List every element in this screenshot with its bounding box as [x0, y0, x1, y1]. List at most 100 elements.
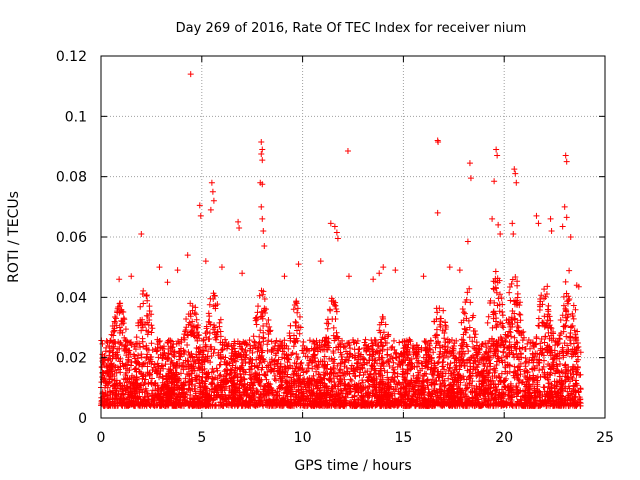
data-point	[128, 273, 135, 280]
data-point	[295, 261, 302, 268]
data-point	[253, 321, 260, 328]
data-point	[517, 311, 524, 318]
data-point	[208, 179, 215, 186]
data-point	[164, 279, 171, 286]
data-point	[524, 340, 531, 347]
data-point	[561, 323, 568, 330]
data-point	[246, 355, 253, 362]
data-point	[140, 300, 147, 307]
data-point	[161, 349, 168, 356]
data-point	[345, 357, 352, 364]
data-point	[561, 362, 568, 369]
data-point	[138, 327, 145, 334]
data-point	[260, 227, 267, 234]
data-point	[327, 220, 334, 227]
data-point	[380, 264, 387, 271]
data-point	[256, 333, 263, 340]
data-point	[174, 267, 181, 274]
data-point	[321, 353, 328, 360]
data-point	[330, 324, 337, 331]
data-point	[376, 270, 383, 277]
data-point	[543, 291, 550, 298]
data-point	[293, 327, 300, 334]
data-point	[259, 146, 266, 153]
data-point	[516, 311, 523, 318]
data-point	[271, 376, 278, 383]
data-point	[116, 276, 123, 283]
data-point	[300, 350, 307, 357]
data-point	[535, 220, 542, 227]
data-point	[260, 334, 267, 341]
data-point	[434, 209, 441, 216]
data-point	[440, 307, 447, 314]
data-point	[535, 322, 542, 329]
data-point	[256, 292, 263, 299]
data-point	[467, 175, 474, 182]
data-point	[264, 341, 271, 348]
data-point	[206, 301, 213, 308]
data-point	[293, 319, 300, 326]
data-point	[545, 329, 552, 336]
data-point	[376, 371, 383, 378]
data-point	[560, 302, 567, 309]
data-point	[184, 252, 191, 259]
data-point	[470, 343, 477, 350]
data-point	[512, 273, 519, 280]
data-point	[359, 377, 366, 384]
data-point	[493, 289, 500, 296]
data-point	[239, 270, 246, 277]
data-point	[341, 376, 348, 383]
data-point	[261, 243, 268, 250]
data-point	[259, 215, 266, 222]
data-point	[392, 267, 399, 274]
data-point	[251, 339, 258, 346]
data-point	[396, 339, 403, 346]
data-point	[294, 305, 301, 312]
data-point	[116, 324, 123, 331]
data-point	[412, 382, 419, 389]
data-point	[347, 376, 354, 383]
data-point	[209, 365, 216, 372]
data-point	[563, 214, 570, 221]
data-point	[292, 322, 299, 329]
data-point	[209, 188, 216, 195]
data-point	[559, 223, 566, 230]
data-point	[463, 385, 470, 392]
data-point	[99, 369, 106, 376]
data-point	[514, 339, 521, 346]
data-point	[156, 374, 163, 381]
data-point	[294, 309, 301, 316]
data-point	[471, 327, 478, 334]
data-point	[143, 292, 150, 299]
data-point	[334, 235, 341, 242]
data-point	[545, 302, 552, 309]
data-point	[181, 331, 188, 338]
data-point	[427, 337, 434, 344]
data-point	[562, 361, 569, 368]
data-point	[547, 215, 554, 222]
data-point	[541, 286, 548, 293]
data-point	[544, 283, 551, 290]
data-point	[486, 345, 493, 352]
data-point	[491, 178, 498, 185]
data-point	[250, 333, 257, 340]
data-point	[493, 324, 500, 331]
data-point	[456, 267, 463, 274]
data-point	[303, 368, 310, 375]
data-point	[484, 319, 491, 326]
data-point	[508, 280, 515, 287]
data-point	[218, 264, 225, 271]
data-point	[391, 346, 398, 353]
data-point	[281, 273, 288, 280]
data-point	[259, 181, 266, 188]
data-point	[473, 373, 480, 380]
data-point	[492, 268, 499, 275]
data-point	[331, 223, 338, 230]
data-point	[217, 316, 224, 323]
data-point	[148, 340, 155, 347]
data-point	[296, 313, 303, 320]
data-point	[435, 138, 442, 145]
data-point	[125, 356, 132, 363]
data-point	[459, 305, 466, 312]
data-point	[246, 358, 253, 365]
